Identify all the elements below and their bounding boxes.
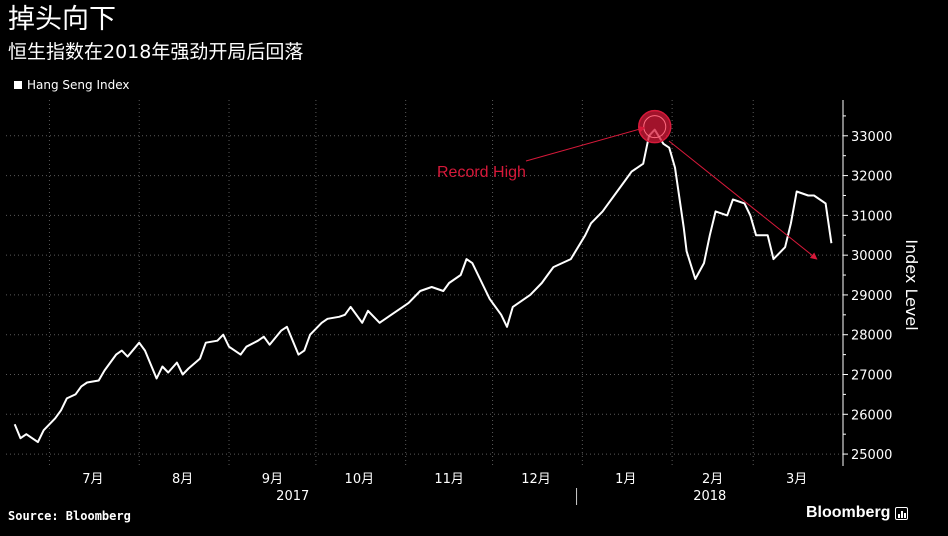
x-tick-label: 1月 (615, 472, 636, 487)
brand-name: Bloomberg (806, 504, 891, 521)
y-tick-label: 31000 (851, 209, 892, 224)
y-tick-label: 32000 (851, 170, 892, 185)
annotation-label: Record High (437, 164, 526, 181)
year-label: 2017 (276, 489, 309, 504)
annotation-pointer (525, 126, 646, 162)
annotation: Record High (437, 109, 818, 260)
legend: Hang Seng Index (14, 78, 130, 92)
y-tick-label: 25000 (851, 448, 892, 463)
chart-bars-icon (895, 506, 909, 520)
brand-logo: Bloomberg (806, 504, 909, 522)
y-tick-label: 27000 (851, 369, 892, 384)
chart-subtitle: 恒生指数在2018年强劲开局后回落 (8, 41, 304, 63)
series-line-hang-seng (13, 128, 833, 444)
y-tick-label: 29000 (851, 289, 892, 304)
x-tick-label: 11月 (434, 472, 464, 487)
series-layer (13, 128, 833, 444)
legend-label-hang-seng: Hang Seng Index (27, 78, 130, 92)
x-tick-label: 7月 (82, 472, 103, 487)
chart-title: 掉头向下 (8, 4, 116, 35)
y-tick-label: 28000 (851, 329, 892, 344)
y-tick-label: 30000 (851, 249, 892, 264)
grid (6, 100, 843, 466)
x-tick-label: 10月 (345, 472, 375, 487)
x-tick-label: 12月 (521, 472, 551, 487)
source-note: Source: Bloomberg (8, 509, 131, 523)
x-tick-label: 2月 (702, 472, 723, 487)
year-label: 2018 (693, 489, 726, 504)
x-tick-label: 8月 (172, 472, 193, 487)
x-tick-label: 3月 (786, 472, 807, 487)
decline-arrow (668, 140, 818, 260)
legend-swatch-hang-seng (14, 81, 22, 89)
y-axis-title: Index Level (902, 239, 921, 330)
axes: 25000 26000 27000 28000 29000 30000 31000 32000… (82, 100, 921, 505)
x-tick-label: 9月 (262, 472, 283, 487)
y-tick-label: 33000 (851, 130, 892, 145)
y-tick-label: 26000 (851, 408, 892, 423)
